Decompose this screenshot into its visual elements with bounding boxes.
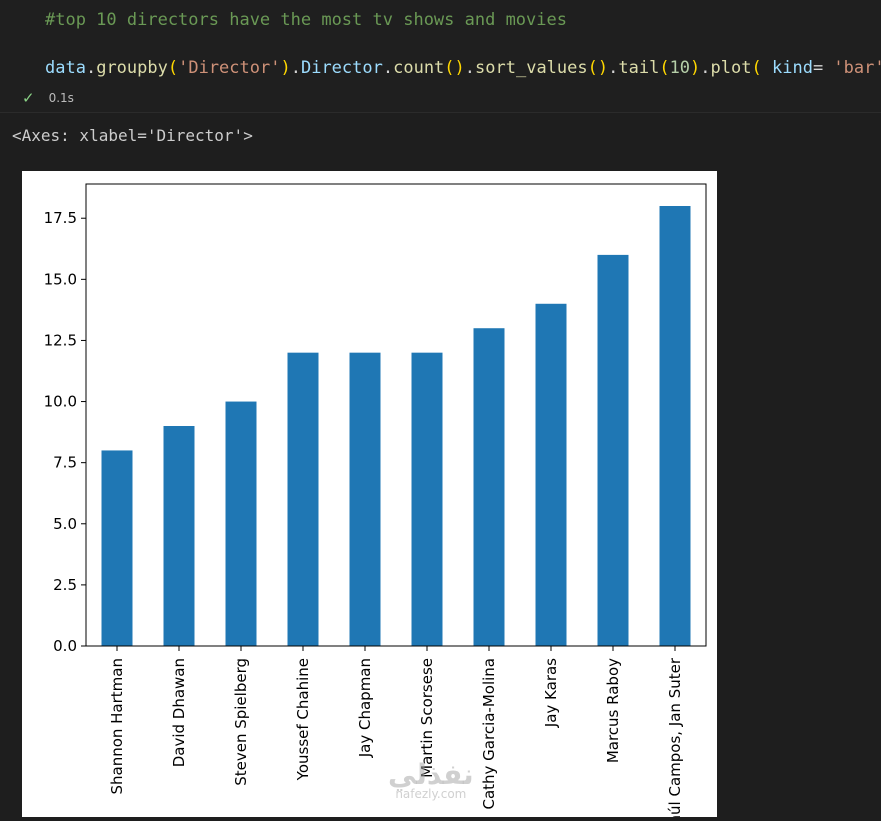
bar bbox=[163, 426, 195, 646]
y-tick-label: 0.0 bbox=[53, 637, 77, 655]
x-tick-label: Steven Spielberg bbox=[232, 658, 250, 786]
code-token: . bbox=[700, 58, 711, 78]
code-token: ( bbox=[167, 58, 179, 78]
x-tick-label: Jay Karas bbox=[542, 658, 560, 728]
bar bbox=[349, 352, 381, 646]
code-token: . bbox=[464, 58, 476, 78]
code-token: sort_values bbox=[475, 58, 588, 78]
code-token: () bbox=[444, 58, 465, 78]
code-token: ) bbox=[690, 58, 701, 78]
x-tick-label: Martin Scorsese bbox=[418, 658, 436, 778]
code-token: . bbox=[382, 58, 394, 78]
bar bbox=[411, 352, 443, 646]
code-token: 'Director' bbox=[178, 58, 281, 78]
bar bbox=[225, 401, 257, 646]
bar bbox=[101, 450, 133, 646]
bar bbox=[597, 254, 629, 646]
plot-frame bbox=[85, 183, 707, 647]
code-token: 10 bbox=[669, 58, 691, 78]
y-tick-label: 10.0 bbox=[44, 393, 77, 411]
output-axes-repr: <Axes: xlabel='Director'> bbox=[12, 126, 253, 145]
code-token: ) bbox=[280, 58, 291, 78]
code-token: Director bbox=[300, 58, 383, 78]
x-tick-label: Youssef Chahine bbox=[294, 658, 312, 781]
x-tick-label: Cathy Garcia-Molina bbox=[480, 658, 498, 810]
code-token: . bbox=[290, 58, 301, 78]
y-tick-label: 15.0 bbox=[44, 270, 77, 288]
code-token: . bbox=[608, 58, 619, 78]
y-tick-label: 2.5 bbox=[53, 576, 77, 594]
code-token: ( bbox=[659, 58, 670, 78]
code-token: data bbox=[45, 58, 86, 78]
y-tick-label: 5.0 bbox=[53, 515, 77, 533]
code-token: plot bbox=[710, 58, 752, 78]
watermark: نفذلي nafezly.com bbox=[388, 758, 474, 801]
code-comment: #top 10 directors have the most tv shows… bbox=[45, 10, 567, 30]
bar bbox=[659, 206, 691, 646]
bar bbox=[535, 303, 567, 646]
code-token: tail bbox=[618, 58, 660, 78]
y-tick-label: 7.5 bbox=[53, 454, 77, 472]
code-token: kind bbox=[771, 58, 813, 78]
code-token: = bbox=[812, 58, 834, 78]
y-tick-label: 12.5 bbox=[44, 331, 77, 349]
code-token: . bbox=[85, 58, 97, 78]
code-token: () bbox=[587, 58, 609, 78]
watermark-arabic: نفذلي bbox=[388, 758, 474, 791]
code-token: groupby bbox=[96, 58, 168, 78]
watermark-latin: nafezly.com bbox=[395, 787, 467, 801]
code-line[interactable]: data.groupby('Director').Director.count(… bbox=[45, 57, 881, 79]
execution-status: ✓ 0.1s bbox=[22, 88, 74, 108]
code-cell[interactable]: #top 10 directors have the most tv shows… bbox=[0, 0, 881, 113]
x-tick-label: David Dhawan bbox=[170, 658, 188, 767]
x-tick-label: Raúl Campos, Jan Suter bbox=[666, 657, 684, 817]
x-tick-label: Marcus Raboy bbox=[604, 658, 622, 763]
execution-time: 0.1s bbox=[48, 91, 74, 105]
bar bbox=[473, 328, 505, 646]
plot-output: Shannon Hartman David Dhawan Steven Spielb… bbox=[22, 171, 717, 821]
code-token: count bbox=[393, 58, 445, 78]
x-tick-label: Shannon Hartman bbox=[108, 658, 126, 795]
y-tick-label: 17.5 bbox=[44, 209, 77, 227]
code-token: 'bar' bbox=[833, 58, 881, 78]
x-tick-label: Jay Chapman bbox=[356, 658, 374, 758]
bar-chart: Shannon Hartman David Dhawan Steven Spielb… bbox=[44, 183, 707, 821]
check-icon: ✓ bbox=[22, 89, 35, 107]
bar bbox=[287, 352, 319, 646]
code-token: ( bbox=[751, 58, 772, 78]
